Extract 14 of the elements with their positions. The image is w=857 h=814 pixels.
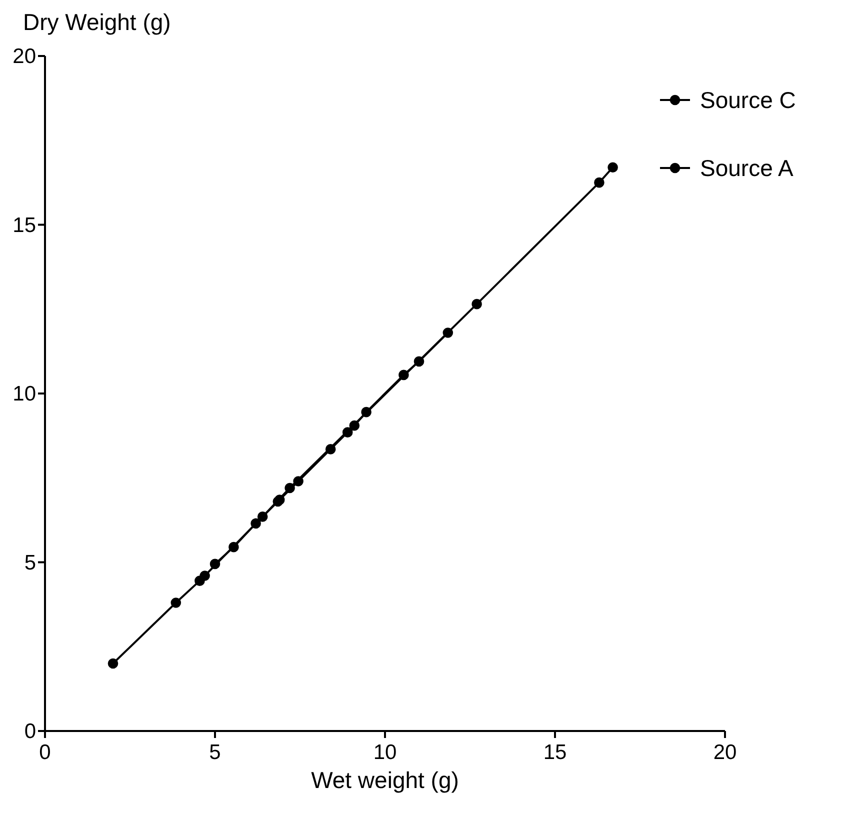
x-tick-label: 10 bbox=[373, 741, 397, 764]
y-tick-label: 10 bbox=[12, 382, 36, 406]
y-tick-label: 20 bbox=[12, 45, 36, 68]
y-tick-label: 15 bbox=[12, 214, 36, 237]
y-tick-label: 5 bbox=[24, 551, 36, 574]
legend-label: Source C bbox=[700, 87, 796, 113]
x-tick-label: 15 bbox=[543, 741, 567, 764]
x-tick-label: 20 bbox=[713, 741, 737, 764]
x-axis-title: Wet weight (g) bbox=[311, 767, 459, 793]
legend-label: Source A bbox=[700, 155, 794, 181]
x-tick-label: 5 bbox=[209, 741, 221, 764]
y-axis-title: Dry Weight (g) bbox=[23, 9, 171, 35]
y-tick-label: 0 bbox=[24, 720, 36, 743]
x-tick-label: 0 bbox=[39, 741, 51, 764]
